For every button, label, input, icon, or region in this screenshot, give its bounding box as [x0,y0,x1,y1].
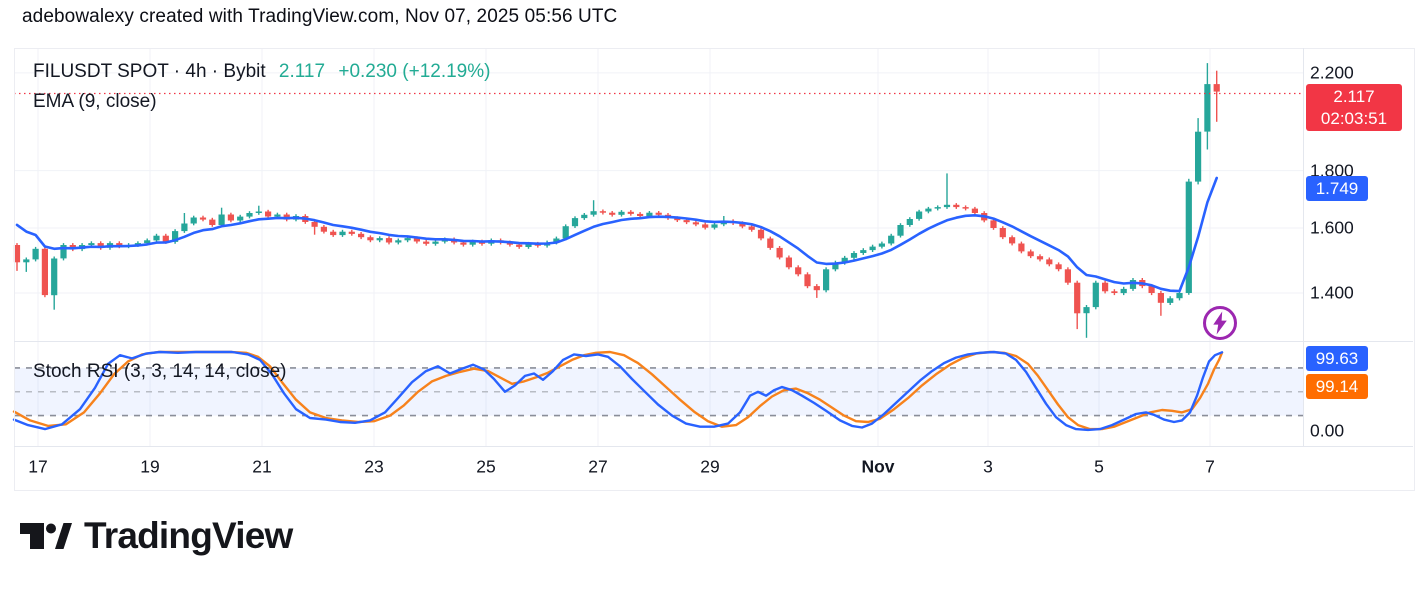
tradingview-logo-icon [20,523,72,549]
last-price-badge: 2.117 02:03:51 [1306,84,1402,131]
time-axis-divider [14,446,1413,447]
symbol-title: FILUSDT SPOT · 4h · Bybit [33,61,266,82]
stoch-zero-label: 0.00 [1310,420,1345,441]
time-axis-label: 19 [140,456,160,477]
time-axis-label: 7 [1205,456,1215,477]
bar-countdown: 02:03:51 [1320,108,1388,128]
time-axis-label: 23 [364,456,384,477]
stoch-k-value-badge: 99.63 [1306,346,1368,371]
lightning-icon [1203,306,1237,340]
time-axis-label: 21 [252,456,272,477]
tradingview-logo-text: TradingView [84,515,293,556]
price-axis-label: 1.800 [1310,160,1354,181]
tradingview-logo[interactable]: TradingView [20,515,293,557]
boost-button[interactable] [1201,304,1239,342]
pane-divider[interactable] [14,341,1413,342]
attribution-text: adebowalexy created with TradingView.com… [22,6,618,27]
time-axis-label: 27 [588,456,608,477]
price-axis-label: 1.600 [1310,217,1354,238]
symbol-last-price: 2.117 [278,61,326,82]
stoch-d-value-badge: 99.14 [1306,374,1368,399]
symbol-legend: FILUSDT SPOT · 4h · Bybit 2.117 +0.230 (… [33,61,490,83]
ema-value-badge: 1.749 [1306,176,1368,201]
time-axis-label: 3 [983,456,993,477]
price-axis-label: 1.400 [1310,282,1354,303]
time-axis-label: 29 [700,456,720,477]
price-axis-divider [1303,48,1304,446]
price-axis-label: 2.200 [1310,62,1354,83]
last-price-value: 2.117 [1333,86,1375,106]
time-axis-label: Nov [861,456,895,477]
stoch-indicator-label: Stoch RSI (3, 3, 14, 14, close) [33,361,287,382]
time-axis-label: 25 [476,456,496,477]
time-axis-label: 5 [1094,456,1104,477]
symbol-change: +0.230 (+12.19%) [338,61,491,82]
time-axis-label: 17 [28,456,48,477]
ema-indicator-label: EMA (9, close) [33,91,157,112]
